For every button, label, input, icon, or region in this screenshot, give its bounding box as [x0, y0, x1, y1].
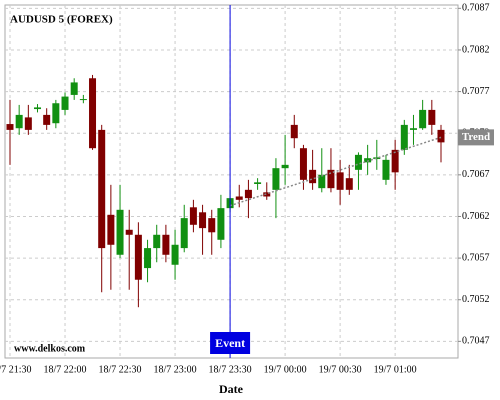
- candle-body: [272, 168, 280, 190]
- watermark: www.delkos.com: [14, 343, 86, 354]
- candle-body: [318, 174, 326, 189]
- candle-body: [208, 218, 216, 233]
- x-tick-label: 19/7 01:00: [374, 364, 417, 375]
- chart-title: AUDUSD 5 (FOREX): [10, 14, 113, 26]
- candle-body: [391, 149, 399, 173]
- candle-body: [79, 99, 87, 101]
- candle-body: [419, 109, 427, 129]
- candle-body: [52, 103, 60, 124]
- x-tick-label: 19/7 00:30: [319, 364, 362, 375]
- candle-body: [217, 208, 225, 240]
- candle-body: [107, 214, 115, 245]
- candle-body: [89, 78, 97, 149]
- y-tick-label: 0.7057: [462, 252, 490, 263]
- candle-body: [235, 196, 243, 200]
- candle-body: [327, 169, 335, 189]
- candle-body: [34, 107, 42, 110]
- y-tick-label: 0.7077: [462, 86, 490, 97]
- candle-body: [180, 218, 188, 249]
- candle-body: [290, 124, 298, 139]
- candle-body: [309, 169, 317, 184]
- candle-body: [199, 212, 207, 229]
- candle-body: [382, 159, 390, 180]
- y-tick-label: 0.7067: [462, 169, 490, 180]
- x-tick-label: 18/7 21:30: [0, 364, 32, 375]
- candle-body: [70, 82, 78, 95]
- candle-body: [345, 178, 353, 190]
- candle-body: [24, 117, 32, 130]
- candle-body: [263, 192, 271, 197]
- candle-body: [354, 154, 362, 170]
- candle-body: [400, 124, 408, 150]
- candle-body: [125, 229, 133, 235]
- candle-body: [437, 129, 445, 143]
- candle-body: [153, 234, 161, 249]
- candle-body: [171, 244, 179, 265]
- event-label: Event: [215, 336, 245, 350]
- x-tick-label: 18/7 22:00: [43, 364, 86, 375]
- candle-body: [281, 164, 289, 169]
- candle-body: [134, 234, 142, 280]
- candle-body: [15, 114, 23, 129]
- y-tick-label: 0.7047: [462, 336, 490, 347]
- y-tick-label: 0.7087: [462, 3, 490, 14]
- candle-body: [336, 172, 344, 190]
- candle-body: [428, 109, 436, 125]
- trend-label: Trend: [462, 131, 490, 143]
- y-tick-label: 0.7062: [462, 211, 490, 222]
- candle-body: [244, 189, 252, 199]
- event-label-box: [210, 332, 251, 354]
- candle-body: [61, 96, 69, 110]
- candle-body: [189, 207, 197, 225]
- candle-body: [116, 209, 124, 255]
- x-tick-label: 18/7 23:30: [209, 364, 252, 375]
- candle-body: [144, 248, 152, 269]
- y-tick-label: 0.7052: [462, 294, 490, 305]
- plot-area: [4, 4, 459, 359]
- candle-body: [364, 158, 372, 163]
- trend-label-box: [458, 129, 494, 146]
- x-tick-label: 19/7 00:00: [264, 364, 307, 375]
- candle-body: [373, 157, 381, 160]
- candle-body: [162, 234, 170, 255]
- x-tick-label: 18/7 23:00: [154, 364, 197, 375]
- trend-line: [229, 136, 442, 207]
- candle-body: [98, 129, 106, 249]
- y-tick-label: 0.7082: [462, 44, 490, 55]
- candle-body: [6, 124, 14, 130]
- x-axis-label: Date: [219, 382, 244, 396]
- candle-body: [43, 114, 51, 125]
- x-tick-label: 18/7 22:30: [99, 364, 142, 375]
- candle-body: [299, 148, 307, 180]
- candle-body: [409, 128, 417, 130]
- candle-body: [254, 182, 262, 184]
